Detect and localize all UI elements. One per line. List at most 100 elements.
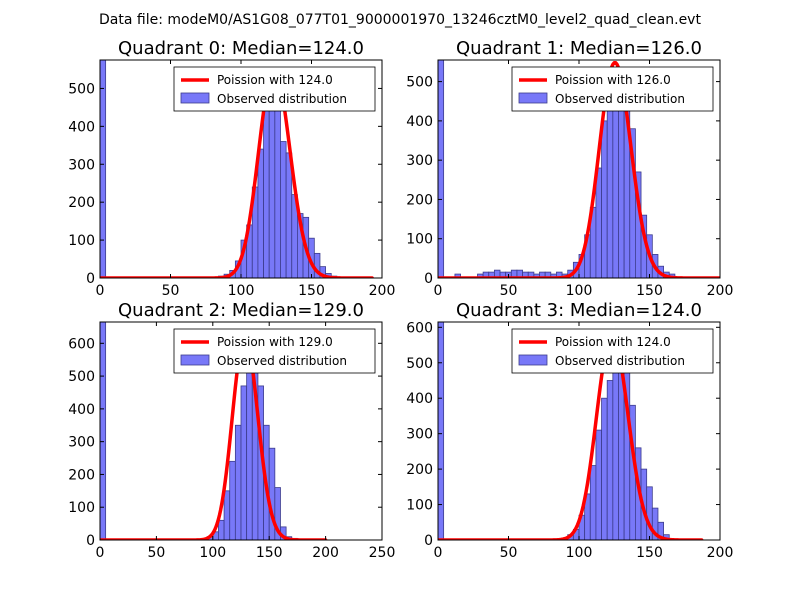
y-tick-label: 200 (68, 467, 95, 483)
x-tick-label: 50 (500, 283, 518, 299)
legend-box (173, 328, 376, 374)
x-tick-label: 0 (96, 545, 105, 561)
poisson-curve (100, 66, 374, 278)
y-tick-label: 200 (406, 462, 433, 478)
histogram-bar (223, 490, 231, 540)
y-tick-label: 300 (68, 157, 95, 173)
x-tick-label: 100 (566, 545, 593, 561)
panel-title: Quadrant 0: Median=124.0 (118, 38, 364, 59)
y-tick-label: 400 (406, 114, 433, 130)
y-tick-label: 400 (406, 391, 433, 407)
legend-hist-label: Observed distribution (555, 92, 685, 106)
y-tick-label: 100 (406, 498, 433, 514)
panel-title: Quadrant 1: Median=126.0 (456, 38, 702, 59)
legend-curve-label: Poission with 124.0 (555, 335, 671, 349)
histogram-bar (263, 103, 270, 278)
histogram-bar (601, 397, 608, 540)
y-tick-label: 200 (406, 192, 433, 208)
x-tick-label: 200 (312, 545, 339, 561)
histogram-bar (240, 385, 248, 540)
x-tick-label: 100 (199, 545, 226, 561)
histogram-bar (612, 369, 619, 540)
quadrant-panel-2: 0 50 100 150 200 250 0 100 200 300 400 500 600 Quadra… (68, 300, 395, 561)
histogram-bar (229, 460, 236, 540)
legend-curve-label: Poission with 129.0 (217, 335, 333, 349)
histogram-bar (595, 429, 602, 540)
y-tick-label: 0 (86, 533, 95, 549)
x-tick-label: 200 (707, 283, 734, 299)
legend-hist-label: Observed distribution (217, 92, 347, 106)
x-tick-label: 0 (96, 283, 105, 299)
histogram-bar (438, 60, 445, 278)
legend: Poission with 124.0 Observed distribution (511, 328, 714, 374)
plot-area (100, 60, 374, 278)
y-tick-label: 600 (68, 336, 95, 352)
histogram-bar (589, 465, 597, 540)
histogram-bar (601, 120, 608, 278)
x-tick-label: 50 (500, 545, 518, 561)
x-tick-label: 200 (369, 283, 396, 299)
plot-area (100, 322, 328, 540)
y-tick-label: 500 (68, 81, 95, 97)
plot-area (438, 60, 720, 278)
legend-curve-label: Poission with 126.0 (555, 73, 671, 87)
x-tick-label: 150 (636, 545, 663, 561)
poisson-curve (100, 335, 328, 540)
panel-title: Quadrant 2: Median=129.0 (118, 300, 364, 321)
figure-title: Data file: modeM0/AS1G08_077T01_90000019… (99, 12, 701, 28)
plot-area (438, 322, 704, 540)
legend: Poission with 126.0 Observed distribution (511, 66, 714, 112)
x-tick-label: 150 (298, 283, 325, 299)
x-tick-label: 250 (369, 545, 396, 561)
y-tick-label: 400 (68, 402, 95, 418)
legend-box (511, 66, 714, 112)
y-tick-label: 300 (406, 153, 433, 169)
x-tick-label: 50 (147, 545, 165, 561)
x-tick-label: 50 (162, 283, 180, 299)
y-tick-label: 500 (406, 356, 433, 372)
x-tick-label: 100 (566, 283, 593, 299)
quadrant-panel-3: 0 50 100 150 200 0 100 200 300 400 500 600 Quadrant … (406, 300, 733, 561)
y-tick-label: 100 (68, 500, 95, 516)
legend-box (511, 328, 714, 374)
y-tick-label: 0 (424, 533, 433, 549)
histogram-bar (234, 424, 242, 540)
panel-title: Quadrant 3: Median=124.0 (456, 300, 702, 321)
y-tick-label: 100 (406, 232, 433, 248)
x-tick-label: 150 (256, 545, 283, 561)
legend-hist-label: Observed distribution (217, 354, 347, 368)
legend-hist-swatch (180, 92, 210, 104)
histogram-bar (606, 380, 614, 540)
histogram-bar (257, 148, 264, 278)
histogram-bar (595, 167, 602, 278)
legend-curve-label: Poission with 124.0 (217, 73, 333, 87)
y-tick-label: 300 (68, 435, 95, 451)
poisson-curve (438, 332, 704, 540)
y-tick-label: 0 (86, 271, 95, 287)
histogram-bar (100, 322, 107, 540)
legend-hist-swatch (180, 354, 210, 366)
y-tick-label: 500 (406, 75, 433, 91)
histogram-bar (100, 60, 107, 278)
histogram-bar (246, 356, 253, 540)
histogram-bar (657, 521, 665, 540)
legend-hist-swatch (518, 92, 548, 104)
legend: Poission with 124.0 Observed distribution (173, 66, 376, 112)
y-tick-label: 500 (68, 369, 95, 385)
x-tick-label: 150 (636, 283, 663, 299)
quadrant-panel-1: 0 50 100 150 200 0 100 200 300 400 500 Quadrant 1: … (406, 38, 733, 299)
histogram-bar (280, 141, 287, 278)
histogram-bar (285, 152, 293, 278)
legend-box (173, 66, 376, 112)
quadrant-panel-0: 0 50 100 150 200 0 100 200 300 400 500 Quadrant 0: … (68, 38, 395, 299)
x-tick-label: 200 (707, 545, 734, 561)
x-tick-label: 100 (228, 283, 255, 299)
y-tick-label: 0 (424, 271, 433, 287)
legend-hist-swatch (518, 354, 548, 366)
axes-frame (99, 321, 383, 541)
y-tick-label: 100 (68, 233, 95, 249)
y-tick-label: 300 (406, 427, 433, 443)
y-tick-label: 200 (68, 195, 95, 211)
histogram-bar (218, 519, 225, 540)
